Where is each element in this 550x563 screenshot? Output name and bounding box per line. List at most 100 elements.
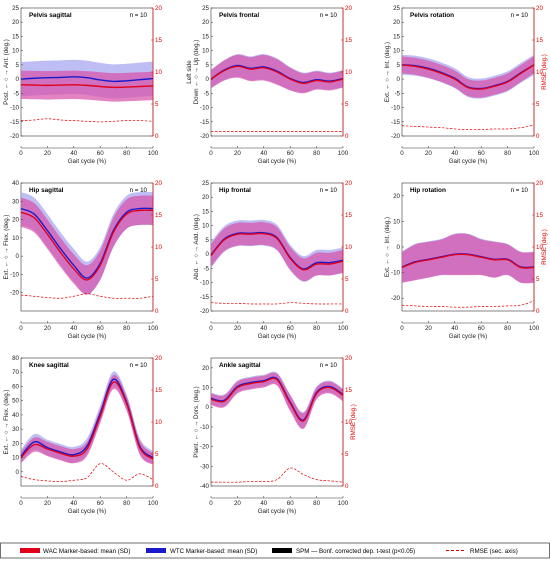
n-label: n = 10	[320, 187, 338, 194]
x-axis-label: Gait cycle (%)	[258, 508, 297, 515]
rmse-tick-label: 15	[345, 37, 352, 44]
x-tick-label: 60	[287, 325, 294, 332]
y-tick-label: 10	[202, 385, 209, 392]
y-tick-label: 15	[12, 33, 19, 40]
rmse-tick-label: 20	[155, 180, 162, 187]
panel-title: Hip rotation	[410, 187, 446, 194]
y-axis-label: Post. ← ○ → Ant. (deg.)	[3, 39, 10, 105]
y-axis-label: Ext. ← ○ → Flex. (deg.)	[3, 390, 10, 455]
rmse-line	[210, 467, 344, 483]
y-tick-label: 60	[12, 383, 19, 390]
wac-sd-band	[211, 372, 343, 430]
n-label: n = 10	[511, 187, 529, 194]
x-tick-label: 0	[400, 150, 404, 157]
y-tick-label: 40	[12, 180, 19, 187]
x-tick-label: 60	[97, 500, 104, 507]
x-tick-label: 40	[70, 500, 77, 507]
rmse-tick-label: 0	[345, 483, 349, 490]
y-tick-label: -30	[200, 463, 210, 470]
y-tick-label: 0	[206, 404, 210, 411]
panel-5: -20 -15 -10 -5 0 5 10 15 20 25 0 5 10 15 20 0 20 40 60 80 10…	[193, 180, 352, 340]
y-tick-label: 5	[206, 62, 210, 69]
y-tick-label: -15	[200, 119, 210, 126]
x-tick-label: 40	[260, 325, 267, 332]
rmse-tick-label: 10	[345, 244, 352, 251]
y-tick-label: 10	[393, 48, 400, 55]
wtc-mean-line	[20, 207, 154, 279]
x-tick-label: 80	[313, 325, 320, 332]
rmse-tick-label: 20	[155, 5, 162, 12]
wac-mean-line	[210, 377, 344, 422]
rmse-tick-label: 15	[345, 212, 352, 219]
rmse-tick-label: 0	[536, 308, 540, 315]
y-tick-label: 20	[393, 193, 400, 200]
rmse-tick-label: 20	[536, 180, 543, 187]
y-tick-label: -20	[200, 444, 210, 451]
panel-4: -20 -10 0 10 20 30 40 0 5 10 15 20 0 20 40 60 80 100 Gait …	[3, 180, 162, 340]
n-label: n = 10	[130, 12, 148, 19]
x-tick-label: 20	[44, 500, 51, 507]
wac-sd-band	[402, 233, 534, 284]
x-tick-label: 60	[478, 325, 485, 332]
y-tick-label: -15	[200, 294, 210, 301]
x-tick-label: 20	[234, 150, 241, 157]
y-tick-label: -20	[10, 133, 20, 140]
x-tick-label: 100	[338, 150, 349, 157]
y-tick-label: 70	[12, 369, 19, 376]
y-tick-label: 30	[12, 426, 19, 433]
y-tick-label: -10	[391, 270, 401, 277]
y-tick-label: -15	[391, 119, 401, 126]
rmse-tick-label: 20	[345, 355, 352, 362]
panel-6: -20 -10 0 10 20 0 5 10 15 20 0 20 40 60 80 100 Gait cycl…	[384, 180, 548, 340]
x-tick-label: 100	[338, 325, 349, 332]
y-axis-label: Ext. ← ○ → Int. (deg.)	[384, 42, 391, 102]
x-tick-label: 100	[148, 500, 159, 507]
y-tick-label: 10	[12, 48, 19, 55]
y-tick-label: -20	[391, 295, 401, 302]
y-tick-label: 40	[12, 412, 19, 419]
x-tick-label: 60	[97, 325, 104, 332]
y-tick-label: 25	[202, 180, 209, 187]
y-tick-label: -20	[10, 290, 20, 297]
x-tick-label: 80	[123, 150, 130, 157]
x-tick-label: 20	[425, 150, 432, 157]
x-tick-label: 20	[234, 325, 241, 332]
rmse-tick-label: 10	[155, 244, 162, 251]
y-tick-label: 15	[393, 33, 400, 40]
y-tick-label: 15	[202, 208, 209, 215]
legend-wtc-swatch	[146, 548, 166, 553]
x-tick-label: 0	[19, 325, 23, 332]
rmse-tick-label: 0	[345, 308, 349, 315]
y-tick-label: 0	[397, 76, 401, 83]
y-tick-label: 5	[206, 237, 210, 244]
x-tick-label: 80	[313, 150, 320, 157]
y-tick-label: 20	[393, 19, 400, 26]
wtc-mean-line	[20, 76, 154, 83]
x-tick-label: 80	[313, 500, 320, 507]
panel-1: -20 -15 -10 -5 0 5 10 15 20 25 0 5 10 15 20 0 20 40 60 80 10…	[3, 5, 162, 165]
y-tick-label: -10	[200, 105, 210, 112]
rmse-line	[20, 463, 154, 482]
wac-mean-line	[20, 209, 154, 281]
y-tick-label: 20	[202, 19, 209, 26]
legend-spm-label: SPM — Bonf. corrected dep. t-test (p<0.0…	[296, 548, 415, 555]
rmse-tick-label: 15	[155, 387, 162, 394]
panel-title: Pelvis sagittal	[29, 12, 72, 19]
rmse-tick-label: 0	[345, 133, 349, 140]
rmse-tick-label: 15	[345, 387, 352, 394]
rmse-tick-label: 5	[345, 101, 349, 108]
wac-mean-line	[20, 84, 154, 89]
x-tick-label: 100	[529, 325, 540, 332]
x-tick-label: 40	[260, 500, 267, 507]
rmse-line	[20, 118, 154, 123]
rmse-tick-label: 10	[536, 244, 543, 251]
rmse-tick-label: 0	[536, 133, 540, 140]
rmse-tick-label: 5	[155, 276, 159, 283]
y-axis-label: Ext. ← ○ → Int. (deg.)	[384, 217, 391, 277]
x-tick-label: 0	[209, 150, 213, 157]
rmse-tick-label: 0	[155, 483, 159, 490]
panel-title: Pelvis frontal	[219, 12, 259, 19]
y-tick-label: -5	[394, 90, 400, 97]
x-tick-label: 0	[209, 500, 213, 507]
rmse-tick-label: 0	[155, 308, 159, 315]
